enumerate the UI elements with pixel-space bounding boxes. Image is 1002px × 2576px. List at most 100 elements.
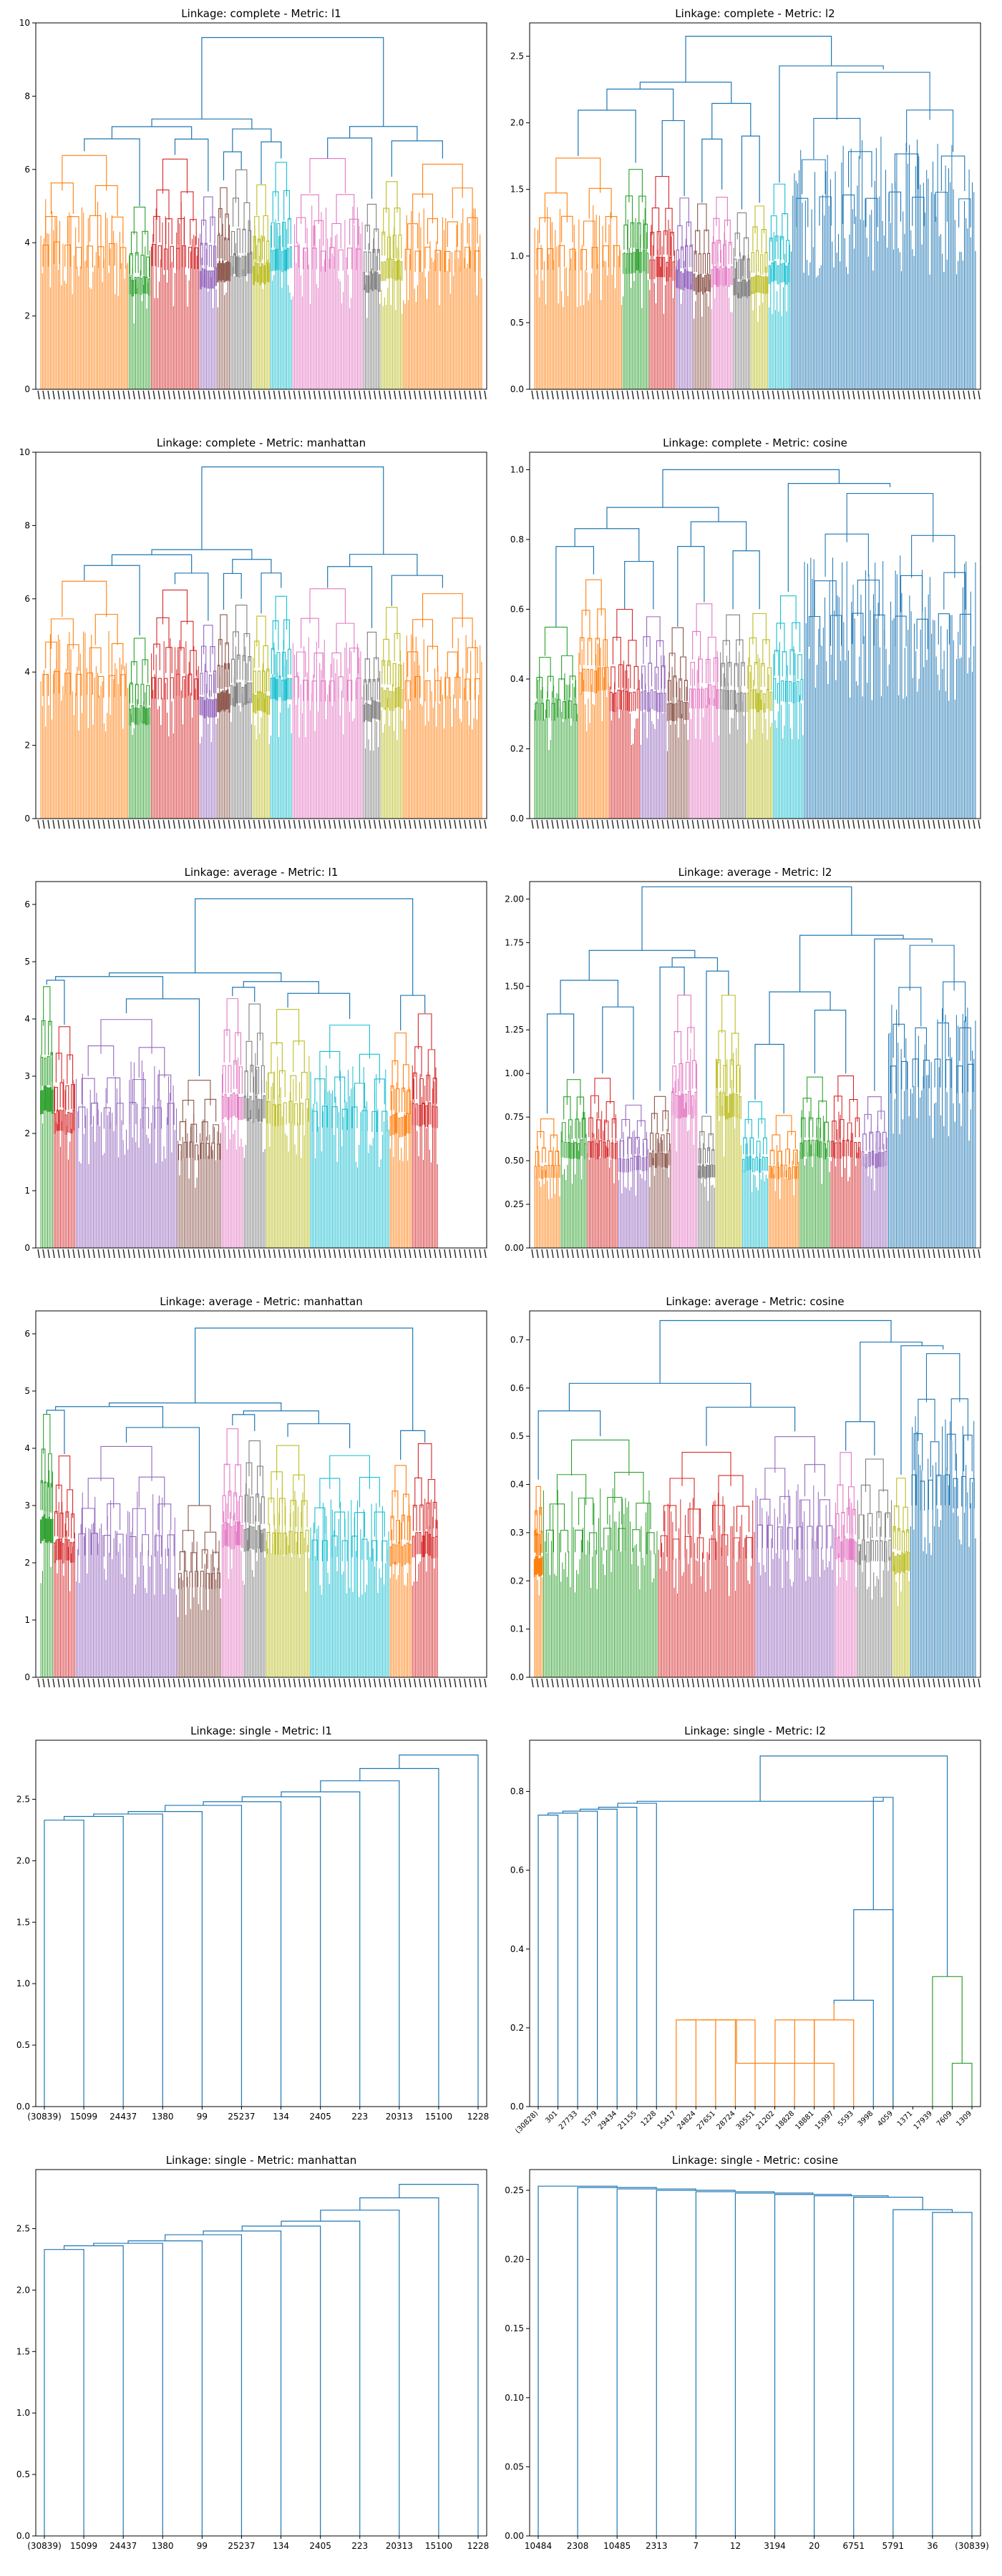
dendrogram-link <box>678 700 681 718</box>
leaf-label-mark <box>772 819 775 829</box>
dendrogram-link <box>220 665 223 689</box>
leaf-label-mark <box>706 1678 710 1688</box>
dendrogram-link <box>745 1537 753 1559</box>
dendrogram-link <box>892 1552 895 1571</box>
dendrogram-link <box>203 2230 282 2536</box>
leaf-label-mark <box>938 390 940 400</box>
leaf-label-mark <box>127 390 130 400</box>
dendrogram-link <box>261 141 282 185</box>
leaf-label-mark <box>268 390 271 400</box>
leaf-label-mark <box>601 819 604 829</box>
dendrogram-link <box>331 1106 338 1128</box>
dendrogram-link <box>819 1141 822 1158</box>
dendrogram-link <box>276 248 278 270</box>
dendrogram-link <box>925 1353 960 1402</box>
dendrogram-link <box>152 677 156 699</box>
dendrogram-link <box>131 279 134 297</box>
leaf-label-mark <box>399 1678 402 1688</box>
dendrogram-link <box>702 277 704 295</box>
leaf-label-mark <box>621 390 624 400</box>
dendrogram-link <box>585 579 602 616</box>
cluster-5 <box>221 1428 243 1677</box>
dendrogram-link <box>749 1156 752 1171</box>
dendrogram-link <box>395 1544 398 1565</box>
dendrogram-link <box>391 691 394 711</box>
cluster-7 <box>720 614 746 819</box>
leaf-label-mark <box>162 1249 165 1259</box>
dendrogram-link <box>369 704 372 723</box>
leaf-label-mark <box>933 1678 935 1688</box>
dendrogram-link <box>936 1474 942 1506</box>
leaf-label: 20313 <box>386 2541 413 2551</box>
dendrogram-link <box>959 613 972 645</box>
dendrogram-link <box>250 1496 254 1524</box>
leaf-label-mark <box>162 1678 165 1688</box>
cluster-2 <box>129 206 151 389</box>
dendrogram-link <box>329 680 335 702</box>
leaf-label-mark <box>762 390 765 400</box>
leaf-label-mark <box>877 390 880 400</box>
leaf-label-mark <box>646 1678 649 1688</box>
leaf-label-mark <box>208 819 211 829</box>
leaf-label-mark <box>616 1678 619 1688</box>
dendrogram-link <box>538 1815 559 2107</box>
leaf-label-mark <box>882 1249 885 1259</box>
dendrogram-link <box>108 972 282 982</box>
dendrogram-link <box>201 1121 208 1141</box>
dendrogram-link <box>736 1506 750 1532</box>
dendrogram-panel-9: Linkage: single - Metric: l10.00.51.01.5… <box>16 1724 489 2122</box>
dendrogram-link <box>125 998 200 1076</box>
dendrogram-link <box>407 651 419 677</box>
dendrogram-link <box>200 673 203 696</box>
leaf-label: 6751 <box>842 2541 865 2551</box>
dendrogram-panel-8: Linkage: average - Metric: cosine0.00.10… <box>510 1295 981 1688</box>
y-tick-label: 0.2 <box>510 2023 524 2033</box>
leaf-label-mark <box>474 1678 477 1688</box>
y-tick-label: 6 <box>24 594 30 604</box>
leaf-label-mark <box>338 390 341 400</box>
leaf-label-mark <box>908 390 910 400</box>
leaf-label-mark <box>777 819 780 829</box>
leaf-label-mark <box>787 390 790 400</box>
dendrogram-link <box>238 1096 241 1121</box>
leaf-label-mark <box>556 1249 559 1259</box>
dendrogram-link <box>258 1098 261 1122</box>
leaf-label-mark <box>852 1678 855 1688</box>
leaf-label: 24437 <box>110 2541 137 2551</box>
leaf-label-mark <box>449 1249 452 1259</box>
dendrogram-link <box>226 998 239 1036</box>
leaf-label-mark <box>469 1678 472 1688</box>
dendrogram-link <box>709 1164 711 1178</box>
dendrogram-link <box>146 685 150 706</box>
leaf-label-mark <box>556 390 559 400</box>
dendrogram-link <box>71 1084 75 1109</box>
dendrogram-link <box>243 1529 246 1552</box>
plot-frame <box>35 22 487 390</box>
leaf-label-mark <box>343 1249 346 1259</box>
dendrogram-link <box>140 705 142 723</box>
dendrogram-link <box>609 691 613 711</box>
leaf-label-mark <box>651 390 654 400</box>
dendrogram-link <box>796 1166 799 1179</box>
dendrogram-link <box>208 674 213 697</box>
dendrogram-link <box>903 1506 908 1533</box>
dendrogram-link <box>715 1096 719 1120</box>
dendrogram-link <box>422 1535 425 1558</box>
dendrogram-link <box>201 36 384 127</box>
leaf-label-mark <box>807 390 810 400</box>
dendrogram-link <box>762 276 764 294</box>
leaf-label-mark <box>696 1249 700 1259</box>
leaf-label-mark <box>827 1249 830 1259</box>
dendrogram-link <box>218 693 220 713</box>
dendrogram-link <box>564 1141 567 1158</box>
leaf-label-mark <box>943 1249 945 1259</box>
leaf-label-mark <box>303 390 306 400</box>
dendrogram-link <box>639 82 732 104</box>
leaf-label-mark <box>37 1249 40 1259</box>
dendrogram-link <box>666 1133 671 1151</box>
dendrogram-link <box>40 1480 44 1511</box>
leaf-label-mark <box>122 390 125 400</box>
leaf-label: 2405 <box>309 2112 331 2122</box>
dendrogram-link <box>53 670 60 694</box>
dendrogram-link <box>678 270 680 289</box>
